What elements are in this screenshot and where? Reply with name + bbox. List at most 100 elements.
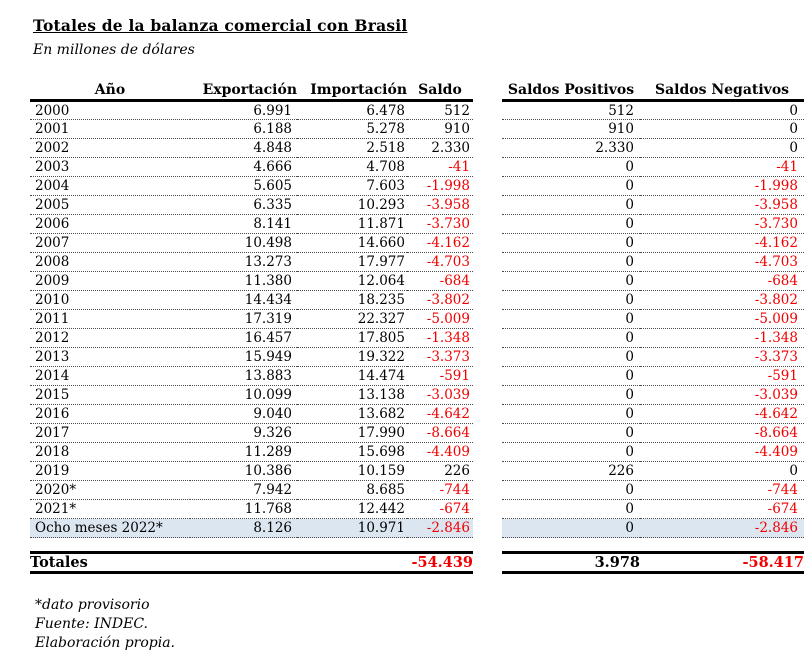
cell-saldo-negativo: -4.642	[640, 404, 804, 424]
cell-saldo: -684	[407, 271, 473, 291]
table-row: 226 0	[502, 461, 804, 481]
footnotes: *dato provisorio Fuente: INDEC. Elaborac…	[35, 596, 175, 653]
cell-anio: 2021*	[30, 499, 190, 519]
header-row: Saldos Positivos Saldos Negativos	[502, 82, 804, 102]
table-row: 2000 6.991 6.478 512	[30, 100, 473, 120]
cell-saldo: -591	[407, 366, 473, 386]
saldos-table: Saldos Positivos Saldos Negativos 512 0 91…	[502, 82, 804, 574]
cell-exportacion: 6.991	[190, 100, 297, 120]
table-row: 2013 15.949 19.322 -3.373	[30, 347, 473, 367]
totals-row: Totales -54.439	[30, 551, 473, 574]
cell-saldo-negativo: -41	[640, 157, 804, 177]
cell-saldo-negativo: 0	[640, 138, 804, 158]
cell-importacion: 14.660	[297, 233, 407, 253]
cell-saldo-positivo: 0	[502, 404, 640, 424]
cell-importacion: 10.159	[297, 461, 407, 481]
table-row: 2.330 0	[502, 138, 804, 158]
cell-saldo-negativo: 0	[640, 100, 804, 120]
table-row: 0 -591	[502, 366, 804, 386]
table-row: 910 0	[502, 119, 804, 139]
table-row: 2006 8.141 11.871 -3.730	[30, 214, 473, 234]
cell-anio: 2011	[30, 309, 190, 329]
cell-saldo-negativo: -1.348	[640, 328, 804, 348]
table-row: 0 -4.162	[502, 233, 804, 253]
cell-exportacion: 5.605	[190, 176, 297, 196]
cell-saldo: -4.162	[407, 233, 473, 253]
cell-importacion: 6.478	[297, 100, 407, 120]
cell-saldo: -2.846	[407, 518, 473, 538]
table-row: 2010 14.434 18.235 -3.802	[30, 290, 473, 310]
table-row: 512 0	[502, 100, 804, 120]
table-row: Ocho meses 2022* 8.126 10.971 -2.846	[30, 518, 473, 538]
cell-anio: 2003	[30, 157, 190, 177]
table-row: 2002 4.848 2.518 2.330	[30, 138, 473, 158]
cell-anio: 2007	[30, 233, 190, 253]
cell-importacion: 14.474	[297, 366, 407, 386]
table-row: 0 -4.703	[502, 252, 804, 272]
footnote-elaboration: Elaboración propia.	[35, 635, 176, 651]
table-row: 0 -1.348	[502, 328, 804, 348]
totals-exportacion-empty	[190, 551, 297, 574]
page-subtitle: En millones de dólares	[33, 42, 195, 58]
cell-exportacion: 14.434	[190, 290, 297, 310]
cell-anio: 2016	[30, 404, 190, 424]
cell-saldo-negativo: -3.802	[640, 290, 804, 310]
table-row: 2003 4.666 4.708 -41	[30, 157, 473, 177]
cell-anio: 2012	[30, 328, 190, 348]
cell-saldo-positivo: 0	[502, 233, 640, 253]
cell-saldo: -4.703	[407, 252, 473, 272]
cell-anio: 2015	[30, 385, 190, 405]
table-row: 2020* 7.942 8.685 -744	[30, 480, 473, 500]
cell-saldo-positivo: 0	[502, 518, 640, 538]
spacer-row	[502, 538, 804, 553]
totals-saldo: -54.439	[407, 551, 473, 574]
cell-importacion: 13.682	[297, 404, 407, 424]
cell-saldo: -744	[407, 480, 473, 500]
cell-exportacion: 10.386	[190, 461, 297, 481]
cell-exportacion: 9.326	[190, 423, 297, 443]
cell-anio: 2014	[30, 366, 190, 386]
cell-saldo-positivo: 0	[502, 480, 640, 500]
cell-anio: 2013	[30, 347, 190, 367]
cell-importacion: 2.518	[297, 138, 407, 158]
cell-importacion: 10.293	[297, 195, 407, 215]
cell-saldo-positivo: 0	[502, 423, 640, 443]
cell-saldo-negativo: 0	[640, 461, 804, 481]
table-row: 0 -744	[502, 480, 804, 500]
cell-saldo: -41	[407, 157, 473, 177]
cell-saldo-negativo: -4.409	[640, 442, 804, 462]
cell-saldo-positivo: 0	[502, 347, 640, 367]
cell-importacion: 13.138	[297, 385, 407, 405]
cell-exportacion: 13.883	[190, 366, 297, 386]
table-row: 0 -3.039	[502, 385, 804, 405]
cell-saldo-positivo: 0	[502, 328, 640, 348]
trade-balance-table: Año Exportación Importación Saldo 2000 6.…	[30, 82, 473, 574]
cell-importacion: 12.064	[297, 271, 407, 291]
cell-importacion: 11.871	[297, 214, 407, 234]
cell-anio: 2019	[30, 461, 190, 481]
totals-importacion-empty	[297, 551, 407, 574]
cell-saldo: -3.958	[407, 195, 473, 215]
table-row: 2017 9.326 17.990 -8.664	[30, 423, 473, 443]
cell-saldo-negativo: -8.664	[640, 423, 804, 443]
cell-saldo-positivo: 910	[502, 119, 640, 139]
cell-importacion: 7.603	[297, 176, 407, 196]
cell-saldo-positivo: 0	[502, 252, 640, 272]
cell-anio: 2017	[30, 423, 190, 443]
cell-anio: 2000	[30, 100, 190, 120]
table-row: 0 -41	[502, 157, 804, 177]
cell-saldo-negativo: -744	[640, 480, 804, 500]
col-header-saldo: Saldo	[407, 82, 473, 102]
cell-saldo-negativo: -1.998	[640, 176, 804, 196]
cell-saldo-negativo: -3.958	[640, 195, 804, 215]
cell-exportacion: 6.335	[190, 195, 297, 215]
table-row: 2008 13.273 17.977 -4.703	[30, 252, 473, 272]
cell-saldo-negativo: -3.039	[640, 385, 804, 405]
cell-exportacion: 8.126	[190, 518, 297, 538]
table-row: 2009 11.380 12.064 -684	[30, 271, 473, 291]
table-row: 2001 6.188 5.278 910	[30, 119, 473, 139]
cell-saldo-positivo: 0	[502, 499, 640, 519]
cell-saldo: 512	[407, 100, 473, 120]
table-row: 0 -674	[502, 499, 804, 519]
